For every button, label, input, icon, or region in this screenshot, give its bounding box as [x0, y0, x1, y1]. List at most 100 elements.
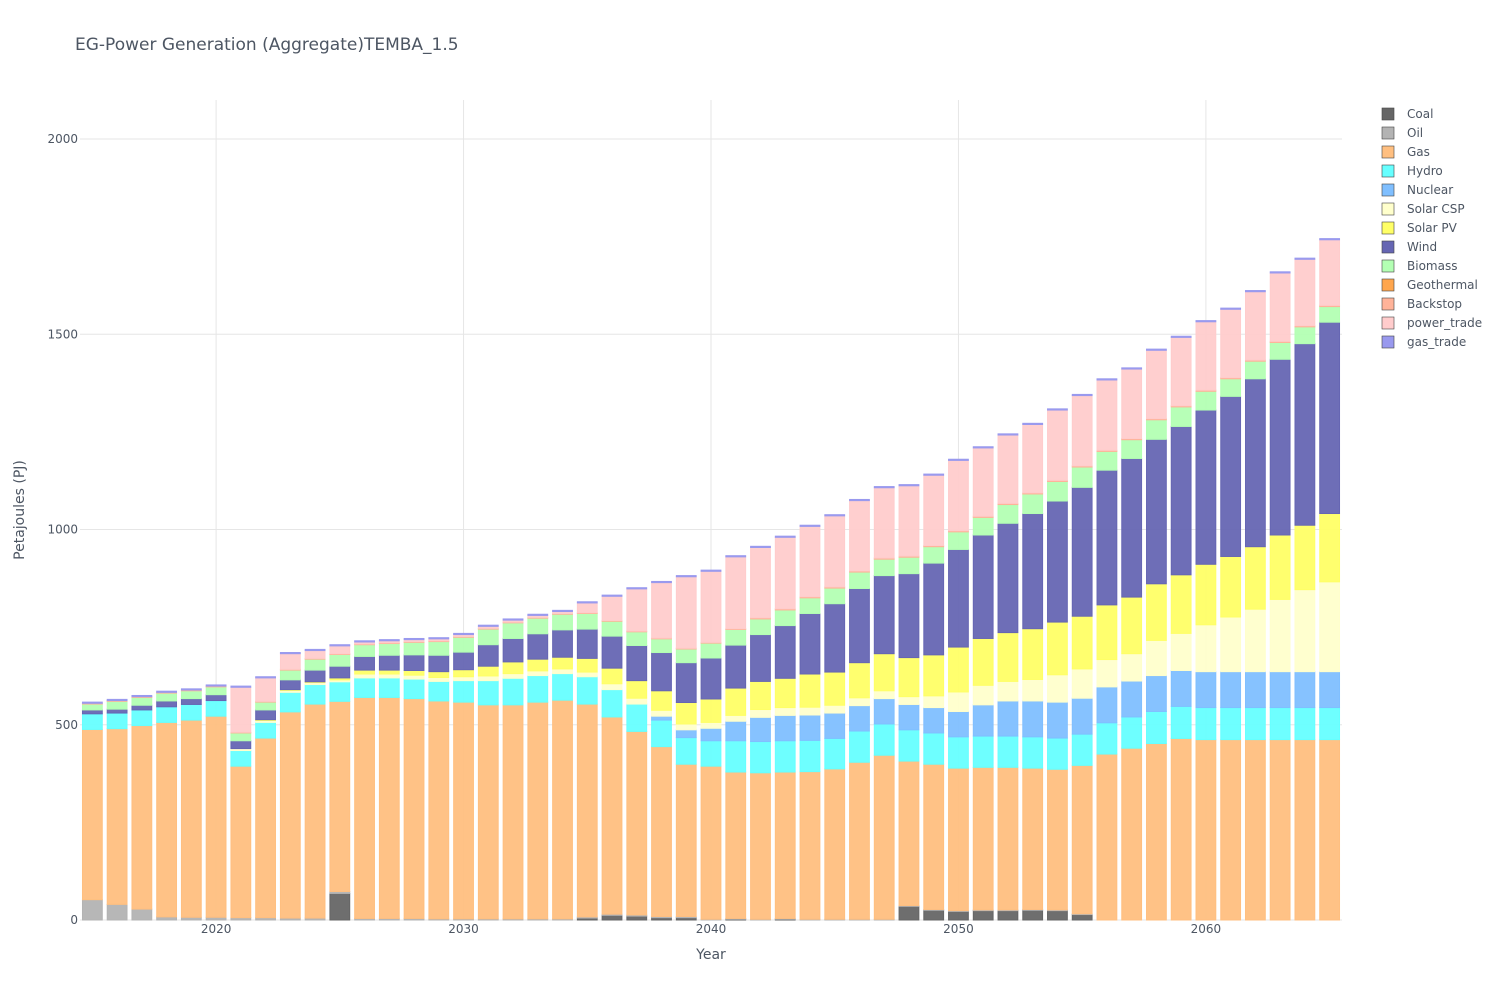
bar-segment-solar-csp-2037[interactable] — [626, 697, 648, 705]
bar-segment-gas-2062[interactable] — [1244, 739, 1266, 921]
bar-segment-power-trade-2060[interactable] — [1195, 321, 1217, 391]
bar-segment-wind-2029[interactable] — [428, 654, 450, 673]
bar-segment-power-trade-2025[interactable] — [329, 645, 351, 655]
bar-segment-coal-2052[interactable] — [997, 910, 1019, 921]
bar-segment-gas-2024[interactable] — [304, 703, 326, 919]
bar-segment-hydro-2052[interactable] — [997, 735, 1019, 768]
legend-item-nuclear[interactable]: Nuclear — [1381, 183, 1453, 197]
bar-segment-nuclear-2056[interactable] — [1096, 686, 1118, 724]
bar-segment-hydro-2040[interactable] — [700, 740, 722, 767]
bar-segment-wind-2055[interactable] — [1071, 486, 1093, 617]
bar-segment-gas-trade-2035[interactable] — [576, 601, 598, 604]
bar-segment-gas-trade-2032[interactable] — [502, 618, 524, 621]
bar-segment-gas-2049[interactable] — [923, 763, 945, 910]
bar-segment-hydro-2056[interactable] — [1096, 722, 1118, 755]
bar-segment-gas-trade-2046[interactable] — [849, 498, 870, 502]
bar-segment-wind-2060[interactable] — [1195, 409, 1217, 565]
bar-segment-wind-2026[interactable] — [354, 655, 375, 671]
bar-segment-gas-2028[interactable] — [403, 698, 425, 919]
bar-segment-nuclear-2059[interactable] — [1170, 669, 1192, 707]
bar-segment-wind-2019[interactable] — [180, 698, 202, 705]
bar-segment-nuclear-2042[interactable] — [750, 716, 771, 743]
bar-segment-power-trade-2039[interactable] — [675, 576, 697, 649]
bar-segment-solar-csp-2032[interactable] — [502, 673, 524, 679]
bar-segment-gas-2015[interactable] — [81, 728, 103, 901]
legend-item-solar-pv[interactable]: Solar PV — [1381, 221, 1458, 235]
bar-segment-gas-2036[interactable] — [601, 716, 623, 915]
bar-segment-oil-2015[interactable] — [81, 899, 103, 921]
bar-segment-gas-2044[interactable] — [799, 771, 821, 920]
bar-segment-solar-csp-2060[interactable] — [1195, 624, 1217, 673]
bar-segment-hydro-2019[interactable] — [180, 703, 202, 721]
bar-segment-power-trade-2036[interactable] — [601, 595, 623, 622]
bar-segment-wind-2040[interactable] — [700, 657, 722, 700]
bar-segment-gas-trade-2028[interactable] — [403, 637, 425, 641]
bar-segment-gas-2022[interactable] — [255, 737, 276, 919]
bar-segment-biomass-2037[interactable] — [626, 631, 648, 646]
bar-segment-hydro-2064[interactable] — [1294, 707, 1316, 741]
bar-segment-power-trade-2035[interactable] — [576, 602, 598, 614]
bar-segment-gas-trade-2022[interactable] — [255, 676, 276, 679]
bar-segment-gas-2040[interactable] — [700, 765, 722, 920]
bar-segment-nuclear-2065[interactable] — [1319, 671, 1341, 709]
bar-segment-nuclear-2043[interactable] — [774, 714, 796, 742]
bar-segment-wind-2017[interactable] — [131, 704, 153, 711]
bar-segment-solar-csp-2033[interactable] — [527, 670, 549, 677]
bar-segment-solar-pv-2048[interactable] — [898, 657, 920, 698]
bar-segment-solar-csp-2065[interactable] — [1319, 581, 1341, 673]
bar-segment-solar-csp-2049[interactable] — [923, 695, 945, 709]
bar-segment-hydro-2028[interactable] — [403, 678, 425, 700]
bar-segment-power-trade-2042[interactable] — [750, 546, 771, 619]
bar-segment-wind-2059[interactable] — [1170, 425, 1192, 576]
bar-segment-gas-trade-2055[interactable] — [1071, 393, 1093, 397]
bar-segment-gas-trade-2029[interactable] — [428, 637, 450, 640]
bar-segment-wind-2057[interactable] — [1121, 457, 1143, 598]
bar-segment-solar-pv-2059[interactable] — [1170, 574, 1192, 634]
bar-segment-wind-2020[interactable] — [205, 694, 227, 702]
bar-segment-hydro-2022[interactable] — [255, 721, 276, 739]
bar-segment-hydro-2016[interactable] — [106, 712, 128, 730]
bar-segment-solar-pv-2034[interactable] — [552, 656, 573, 670]
bar-segment-solar-pv-2056[interactable] — [1096, 604, 1118, 661]
bar-segment-power-trade-2053[interactable] — [1022, 423, 1044, 494]
bar-segment-hydro-2018[interactable] — [156, 706, 178, 723]
bar-segment-solar-csp-2043[interactable] — [774, 707, 796, 716]
bar-segment-gas-2058[interactable] — [1146, 743, 1167, 921]
bar-segment-biomass-2057[interactable] — [1121, 439, 1143, 459]
bar-segment-biomass-2047[interactable] — [873, 558, 895, 577]
bar-segment-solar-pv-2053[interactable] — [1022, 628, 1044, 680]
bar-segment-solar-csp-2046[interactable] — [849, 697, 870, 707]
bar-segment-biomass-2040[interactable] — [700, 642, 722, 659]
bar-segment-biomass-2064[interactable] — [1294, 326, 1316, 345]
bar-segment-gas-trade-2017[interactable] — [131, 694, 153, 698]
bar-segment-biomass-2049[interactable] — [923, 546, 945, 564]
bar-segment-biomass-2062[interactable] — [1244, 360, 1266, 380]
bar-segment-gas-2031[interactable] — [477, 704, 499, 920]
bar-segment-gas-trade-2047[interactable] — [873, 486, 895, 489]
bar-segment-hydro-2036[interactable] — [601, 689, 623, 718]
bar-segment-gas-trade-2025[interactable] — [329, 644, 351, 647]
legend-item-solar-csp[interactable]: Solar CSP — [1381, 202, 1465, 216]
bar-segment-wind-2043[interactable] — [774, 625, 796, 679]
bar-segment-gas-2021[interactable] — [230, 765, 252, 919]
bar-segment-gas-trade-2050[interactable] — [948, 458, 969, 461]
bar-segment-hydro-2048[interactable] — [898, 729, 920, 762]
bar-segment-solar-csp-2052[interactable] — [997, 680, 1019, 702]
bar-segment-hydro-2025[interactable] — [329, 681, 351, 702]
bar-segment-hydro-2035[interactable] — [576, 676, 598, 705]
bar-segment-hydro-2047[interactable] — [873, 723, 895, 756]
bar-segment-biomass-2020[interactable] — [205, 686, 227, 696]
bar-segment-hydro-2041[interactable] — [725, 740, 747, 773]
bar-segment-gas-2030[interactable] — [453, 701, 474, 920]
bar-segment-solar-csp-2028[interactable] — [403, 674, 425, 680]
bar-segment-hydro-2055[interactable] — [1071, 733, 1093, 766]
bar-segment-wind-2046[interactable] — [849, 587, 870, 664]
bar-segment-solar-pv-2047[interactable] — [873, 653, 895, 692]
bar-segment-solar-pv-2045[interactable] — [824, 671, 846, 706]
bar-segment-biomass-2032[interactable] — [502, 622, 524, 639]
bar-segment-wind-2047[interactable] — [873, 575, 895, 655]
bar-segment-hydro-2026[interactable] — [354, 677, 375, 698]
bar-segment-wind-2032[interactable] — [502, 637, 524, 663]
bar-segment-gas-2037[interactable] — [626, 730, 648, 916]
bar-segment-biomass-2048[interactable] — [898, 556, 920, 575]
